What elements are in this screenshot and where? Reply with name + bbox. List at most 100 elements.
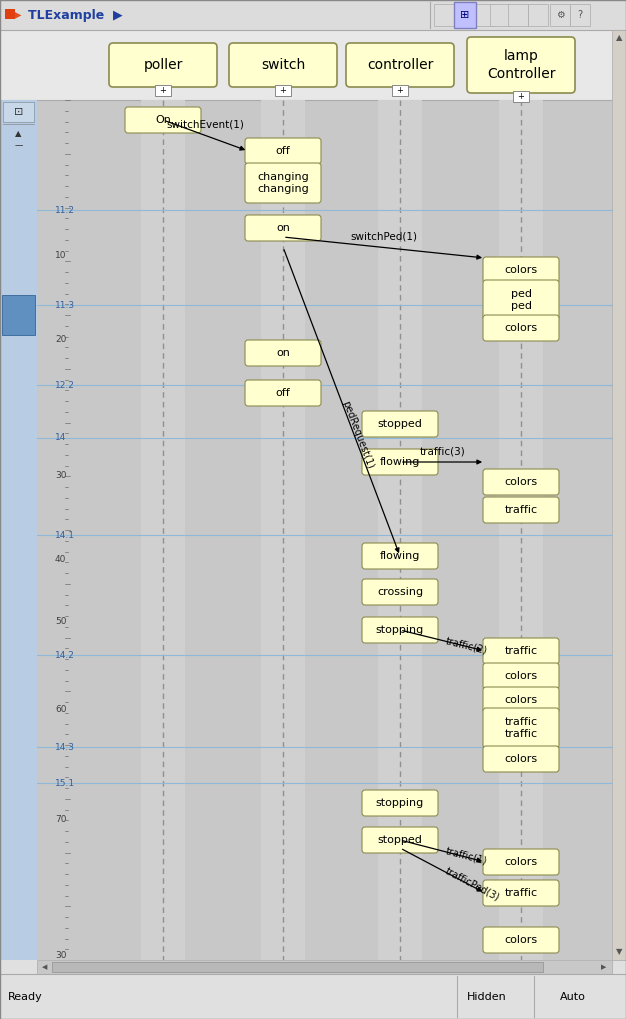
Text: traffic
traffic: traffic traffic <box>505 717 538 739</box>
Text: ◀: ◀ <box>43 964 48 970</box>
Text: controller: controller <box>367 58 433 72</box>
FancyBboxPatch shape <box>5 9 15 19</box>
Text: 14.1: 14.1 <box>55 531 75 539</box>
Text: colors: colors <box>505 671 538 681</box>
FancyBboxPatch shape <box>392 85 408 96</box>
Text: colors: colors <box>505 754 538 764</box>
FancyBboxPatch shape <box>483 880 559 906</box>
Text: 70: 70 <box>55 815 66 824</box>
FancyBboxPatch shape <box>362 827 438 853</box>
Text: pedRequest(1): pedRequest(1) <box>340 399 375 471</box>
Text: on: on <box>276 223 290 233</box>
Text: TLExample  ▶: TLExample ▶ <box>28 8 123 21</box>
Text: stopped: stopped <box>377 835 423 845</box>
Text: —: — <box>14 142 23 151</box>
FancyBboxPatch shape <box>499 100 543 960</box>
Text: ?: ? <box>577 10 583 20</box>
Text: on: on <box>276 348 290 358</box>
Text: +: + <box>160 86 167 95</box>
Text: 14.2: 14.2 <box>55 650 75 659</box>
FancyBboxPatch shape <box>612 30 626 960</box>
FancyBboxPatch shape <box>0 30 626 100</box>
FancyBboxPatch shape <box>483 497 559 523</box>
FancyBboxPatch shape <box>474 4 494 26</box>
FancyBboxPatch shape <box>362 543 438 569</box>
Text: crossing: crossing <box>377 587 423 597</box>
FancyBboxPatch shape <box>0 0 626 30</box>
FancyBboxPatch shape <box>125 107 201 133</box>
FancyBboxPatch shape <box>346 43 454 87</box>
FancyBboxPatch shape <box>454 2 476 28</box>
FancyBboxPatch shape <box>261 100 305 960</box>
Text: ▼: ▼ <box>616 948 622 957</box>
Text: traffic(1): traffic(1) <box>444 846 488 866</box>
Text: stopped: stopped <box>377 419 423 429</box>
FancyBboxPatch shape <box>378 100 422 960</box>
Text: ⊞: ⊞ <box>460 10 468 20</box>
FancyBboxPatch shape <box>483 257 559 283</box>
Text: 60: 60 <box>55 705 66 714</box>
Text: 30: 30 <box>55 952 66 961</box>
FancyBboxPatch shape <box>483 687 559 713</box>
Text: colors: colors <box>505 323 538 333</box>
FancyBboxPatch shape <box>52 962 543 972</box>
Text: colors: colors <box>505 935 538 945</box>
Text: ⚙: ⚙ <box>556 10 565 20</box>
FancyBboxPatch shape <box>37 960 612 974</box>
FancyBboxPatch shape <box>483 280 559 320</box>
FancyBboxPatch shape <box>141 100 185 960</box>
FancyBboxPatch shape <box>37 100 612 960</box>
Text: 30: 30 <box>55 471 66 480</box>
Text: colors: colors <box>505 477 538 487</box>
Text: colors: colors <box>505 265 538 275</box>
FancyBboxPatch shape <box>362 579 438 605</box>
FancyBboxPatch shape <box>483 927 559 953</box>
Text: 14: 14 <box>55 433 66 442</box>
Text: traffic: traffic <box>505 888 538 898</box>
Text: traffic(2): traffic(2) <box>444 636 488 655</box>
Text: colors: colors <box>505 857 538 867</box>
FancyBboxPatch shape <box>229 43 337 87</box>
FancyBboxPatch shape <box>528 4 548 26</box>
Text: ⊞: ⊞ <box>460 10 470 20</box>
Text: lamp
Controller: lamp Controller <box>487 49 555 81</box>
Text: stopping: stopping <box>376 798 424 808</box>
FancyBboxPatch shape <box>483 746 559 772</box>
FancyBboxPatch shape <box>467 37 575 93</box>
FancyBboxPatch shape <box>155 85 171 96</box>
FancyBboxPatch shape <box>550 4 570 26</box>
Text: ▶: ▶ <box>602 964 607 970</box>
Text: traffic(3): traffic(3) <box>419 446 465 455</box>
FancyBboxPatch shape <box>2 294 35 335</box>
Text: 50: 50 <box>55 618 66 627</box>
Text: flowing: flowing <box>380 457 420 467</box>
Text: stopping: stopping <box>376 625 424 635</box>
FancyBboxPatch shape <box>245 138 321 164</box>
Text: trafficPed(3): trafficPed(3) <box>443 866 501 903</box>
Text: On: On <box>155 115 171 125</box>
FancyBboxPatch shape <box>275 85 291 96</box>
FancyBboxPatch shape <box>362 790 438 816</box>
FancyBboxPatch shape <box>245 380 321 406</box>
FancyBboxPatch shape <box>245 340 321 366</box>
Text: switch: switch <box>261 58 305 72</box>
Text: traffic: traffic <box>505 505 538 515</box>
Text: ⊡: ⊡ <box>14 107 23 117</box>
Text: off: off <box>275 388 290 398</box>
Text: colors: colors <box>505 695 538 705</box>
FancyBboxPatch shape <box>0 100 37 960</box>
FancyBboxPatch shape <box>362 449 438 475</box>
FancyBboxPatch shape <box>0 974 626 1019</box>
FancyBboxPatch shape <box>245 215 321 242</box>
FancyBboxPatch shape <box>508 4 528 26</box>
Text: +: + <box>396 86 403 95</box>
Text: switchPed(1): switchPed(1) <box>351 231 418 242</box>
FancyBboxPatch shape <box>570 4 590 26</box>
FancyBboxPatch shape <box>362 411 438 437</box>
FancyBboxPatch shape <box>483 663 559 689</box>
Text: 10: 10 <box>55 251 66 260</box>
Text: 11.2: 11.2 <box>55 206 75 215</box>
Text: off: off <box>275 146 290 156</box>
Text: changing
changing: changing changing <box>257 172 309 194</box>
Text: ▶: ▶ <box>14 10 21 20</box>
